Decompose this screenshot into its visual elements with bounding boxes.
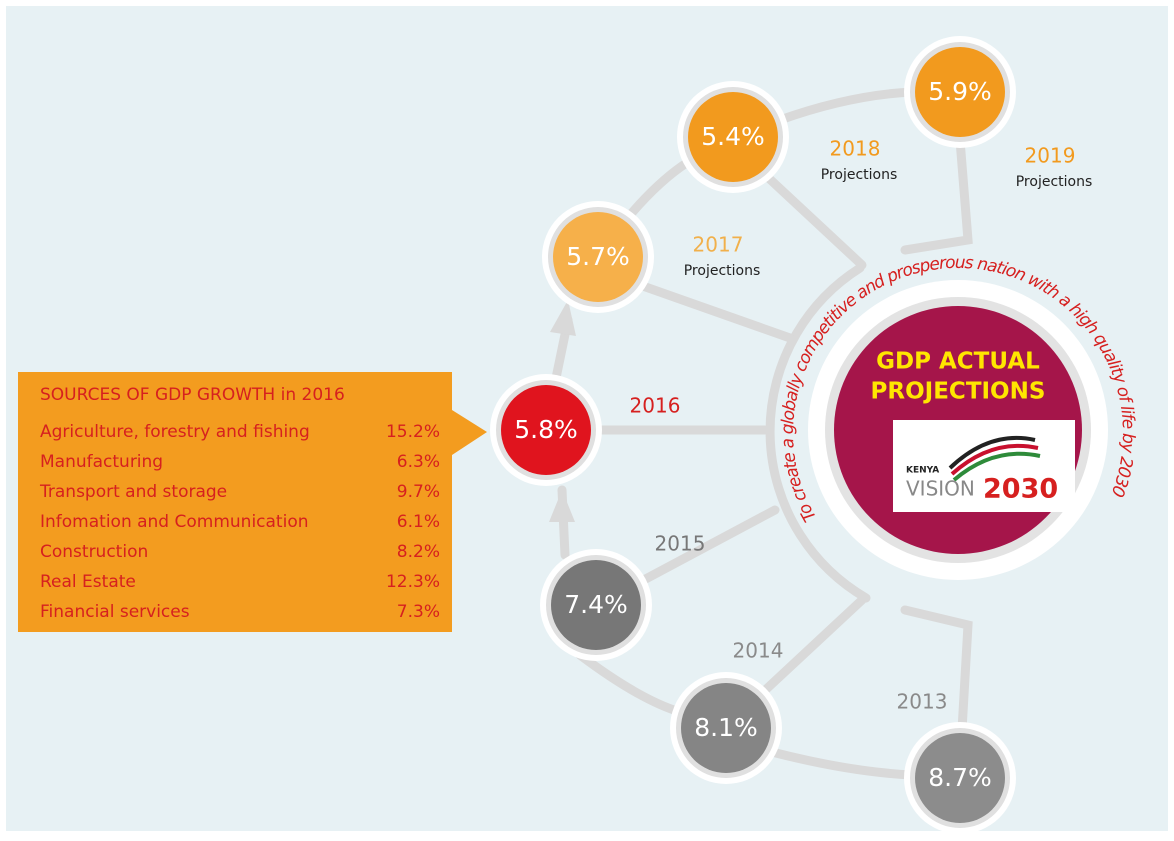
connector	[900, 605, 973, 735]
node-note: Projections	[821, 167, 898, 183]
flag-stripe	[948, 435, 1036, 470]
connector	[575, 650, 685, 717]
logo-word: VISION	[906, 477, 975, 501]
connector	[767, 747, 917, 780]
row-label: Construction	[40, 542, 148, 562]
row-label: Infomation and Communication	[40, 512, 309, 532]
row-value: 6.3%	[397, 452, 440, 472]
connector	[755, 595, 867, 700]
box	[18, 372, 487, 632]
center-title: GDP ACTUAL	[876, 349, 1040, 375]
node-value: 8.7%	[928, 763, 992, 792]
node-value: 5.9%	[928, 77, 992, 106]
node-value: 5.8%	[514, 415, 578, 444]
node-year: 2014	[733, 639, 784, 663]
row-label: Agriculture, forestry and fishing	[40, 422, 310, 442]
connector	[635, 280, 795, 343]
row-label: Real Estate	[40, 572, 136, 592]
connector	[900, 135, 973, 255]
flag-stripe	[952, 451, 1041, 482]
node-year: 2013	[897, 690, 948, 714]
center-title: PROJECTIONS	[871, 379, 1046, 405]
node	[501, 385, 591, 475]
node-note: Projections	[1016, 174, 1093, 190]
arrow-head	[549, 490, 575, 522]
node-year: 2018	[830, 137, 881, 161]
node-year: 2015	[655, 532, 706, 556]
node-year: 2016	[630, 394, 681, 418]
node-value: 8.1%	[694, 713, 758, 742]
node-note: Projections	[684, 263, 761, 279]
flag-stripe	[950, 443, 1039, 476]
row-value: 8.2%	[397, 542, 440, 562]
node-value: 5.4%	[701, 122, 765, 151]
node-year: 2019	[1025, 144, 1076, 168]
connector	[635, 505, 780, 587]
row-value: 6.1%	[397, 512, 440, 532]
node	[553, 212, 643, 302]
row-value: 7.3%	[397, 602, 440, 622]
row-value: 12.3%	[386, 572, 440, 592]
node	[915, 733, 1005, 823]
connector	[775, 87, 917, 125]
row-value: 9.7%	[397, 482, 440, 502]
row-label: Transport and storage	[39, 482, 227, 502]
arc	[765, 263, 871, 603]
node	[915, 47, 1005, 137]
node	[551, 560, 641, 650]
row-label: Financial services	[40, 602, 190, 622]
connector	[625, 157, 693, 220]
arrow-head	[550, 300, 576, 336]
node	[681, 683, 771, 773]
logo-box	[893, 420, 1075, 512]
row-value: 15.2%	[386, 422, 440, 442]
connector	[755, 165, 867, 270]
logo-year: 2030	[983, 474, 1058, 505]
sources-box: SOURCES OF GDP GROWTH in 2016 Agricultur…	[18, 372, 487, 632]
node-value: 7.4%	[564, 590, 628, 619]
logo-small: KENYA	[906, 466, 939, 476]
node	[688, 92, 778, 182]
box-title: SOURCES OF GDP GROWTH in 2016	[40, 385, 345, 405]
row-label: Manufacturing	[40, 452, 163, 472]
node-year: 2017	[693, 233, 744, 257]
node-value: 5.7%	[566, 242, 630, 271]
connectors	[551, 87, 973, 780]
